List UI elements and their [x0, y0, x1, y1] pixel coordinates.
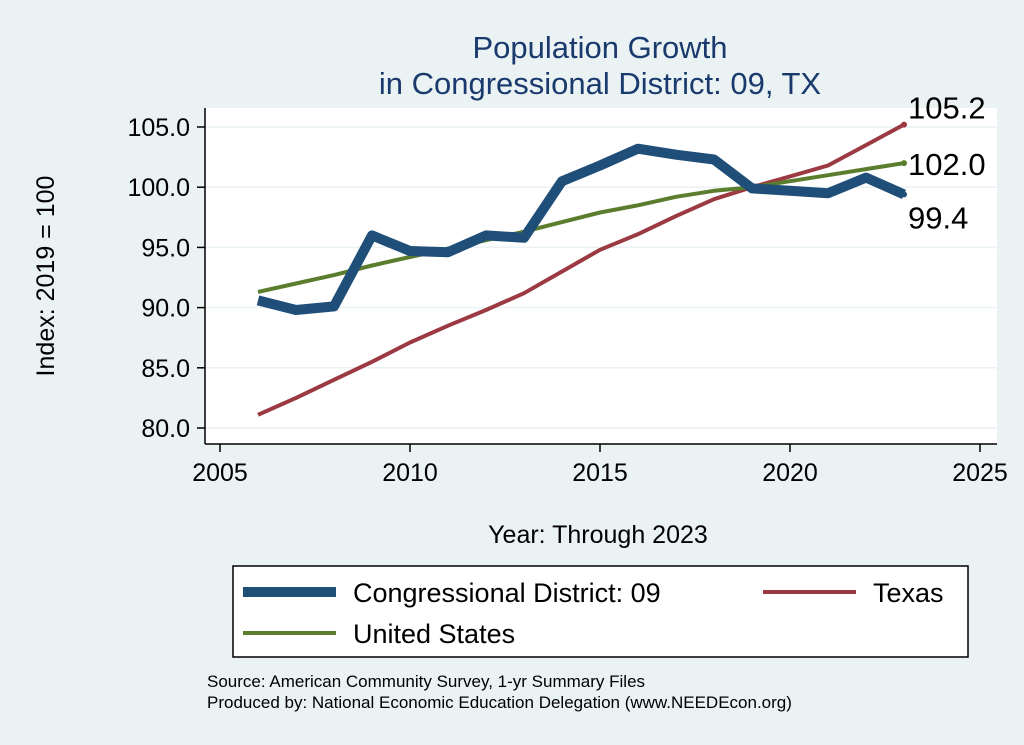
chart-subtitle: in Congressional District: 09, TX: [379, 66, 822, 101]
source-line-1: Source: American Community Survey, 1-yr …: [207, 672, 645, 691]
series-line-2: [257, 161, 905, 294]
y-tick-label: 85.0: [141, 355, 190, 383]
series-end-label: 99.4: [908, 200, 968, 235]
legend-label: Texas: [873, 578, 944, 608]
y-tick-label: 100.0: [127, 174, 190, 202]
y-axis-title: Index: 2019 = 100: [32, 176, 60, 377]
x-tick-label: 2025: [952, 459, 1008, 487]
x-tick-label: 2005: [192, 459, 248, 487]
x-tick-label: 2010: [382, 459, 438, 487]
x-tick-label: 2020: [762, 459, 818, 487]
y-tick-label: 80.0: [141, 415, 190, 443]
series-end-marker: [901, 191, 907, 198]
series-line-0: [256, 143, 907, 315]
x-axis-title: Year: Through 2023: [488, 521, 708, 549]
series-group: [256, 122, 907, 417]
series-end-marker: [901, 121, 907, 128]
series-end-label: 105.2: [908, 91, 986, 126]
end-labels: 99.4 105.2 102.0: [901, 91, 986, 235]
x-tick-label: 2015: [572, 459, 628, 487]
series-line-1: [257, 122, 905, 417]
y-tick-label: 95.0: [141, 234, 190, 262]
legend-label: United States: [353, 619, 515, 649]
legend-box: [232, 565, 969, 658]
y-tick-label: 105.0: [127, 114, 190, 142]
legend-label: Congressional District: 09: [353, 578, 661, 608]
legend: Congressional District: 09 Texas United St…: [243, 578, 944, 649]
series-end-label: 102.0: [908, 147, 986, 182]
axes: 80.0 85.0 90.0 95.0 100.0 105.0 2005 2010 2015 20…: [127, 108, 1008, 487]
chart-title: Population Growth: [472, 30, 727, 65]
source-line-2: Produced by: National Economic Education…: [207, 693, 792, 712]
y-tick-label: 90.0: [141, 295, 190, 323]
series-end-marker: [901, 160, 907, 167]
